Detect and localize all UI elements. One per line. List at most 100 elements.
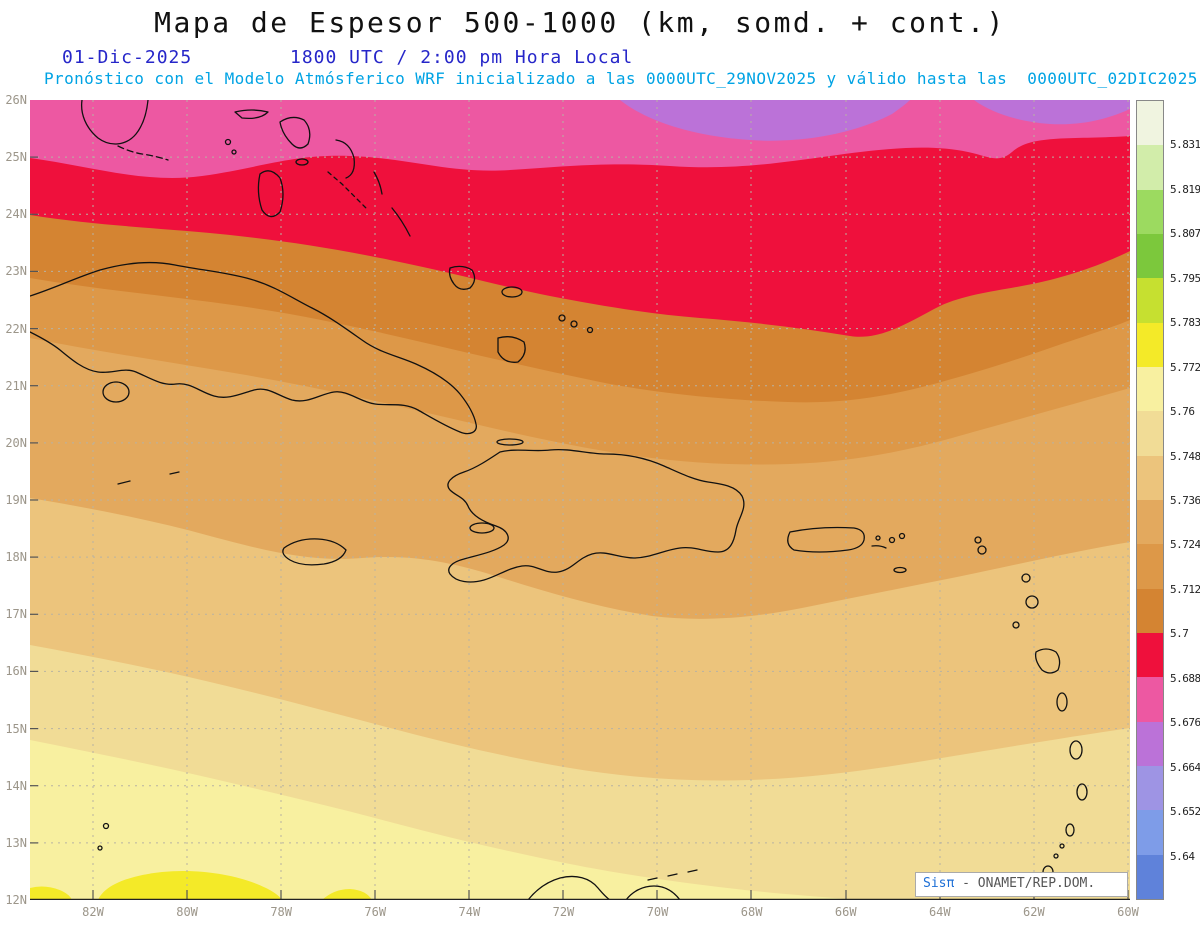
aruba-coastline xyxy=(647,877,658,881)
st-lucia-coastline xyxy=(1076,783,1088,801)
grand-cayman-coastline xyxy=(117,480,131,485)
lon-label: 64W xyxy=(928,905,951,919)
colorbar-segment xyxy=(1137,322,1163,367)
gonave-coastline xyxy=(469,522,495,534)
culebra-coastline xyxy=(875,535,881,541)
colorbar-segment xyxy=(1137,677,1163,722)
lat-label: 15N xyxy=(5,721,27,736)
colorbar-value: 5.819 xyxy=(1170,182,1200,196)
new-providence-coastline xyxy=(295,158,309,166)
attribution-brand: Sisπ xyxy=(923,876,955,891)
lon-label: 78W xyxy=(270,905,293,919)
tortuga-coastline xyxy=(496,438,524,446)
lat-label: 18N xyxy=(5,550,27,565)
colorbar-value: 5.7 xyxy=(1170,627,1189,641)
little-cayman-coastline xyxy=(169,471,180,475)
lat-label: 22N xyxy=(5,321,27,336)
graticule-grid xyxy=(30,100,1130,900)
colorbar-value: 5.724 xyxy=(1170,538,1200,552)
montserrat-coastline xyxy=(1012,621,1020,629)
curacao-coastline xyxy=(667,873,678,877)
band-5772 xyxy=(30,740,860,900)
st-thomas-coastline xyxy=(888,536,896,544)
colorbar-segment xyxy=(1137,765,1163,811)
san-andres-coastline xyxy=(97,845,103,851)
colorbar-segment xyxy=(1137,854,1163,899)
crooked-acklins-coastline xyxy=(448,265,476,290)
andros-coastline xyxy=(257,170,284,218)
lon-label: 68W xyxy=(740,905,763,919)
st-croix-coastline xyxy=(893,566,907,574)
lat-label: 17N xyxy=(5,607,27,622)
forecast-date: 01-Dic-2025 xyxy=(62,47,193,68)
bimini-coastline xyxy=(224,138,232,146)
eleuthera-coastline xyxy=(335,139,355,179)
colorbar-segment xyxy=(1137,278,1163,323)
lon-label: 60W xyxy=(1117,905,1139,919)
grand-bahama-coastline xyxy=(234,109,269,120)
attribution-text: - ONAMET/REP.DOM. xyxy=(954,876,1096,891)
grenadines-coastline-b xyxy=(1053,853,1059,859)
colorbar-value: 5.688 xyxy=(1170,671,1200,685)
colorbar-segment xyxy=(1137,810,1163,855)
lon-label: 80W xyxy=(176,905,198,919)
colorbar-value: 5.712 xyxy=(1170,582,1200,596)
lon-label: 82W xyxy=(82,905,104,919)
band-5676-violet xyxy=(620,100,910,141)
bonaire-coastline xyxy=(687,869,698,873)
lon-label: 74W xyxy=(458,905,481,919)
vieques-coastline xyxy=(871,545,887,549)
lat-label: 20N xyxy=(5,435,27,450)
antigua-coastline xyxy=(1025,595,1039,609)
hispaniola-coastline xyxy=(447,448,745,583)
lon-label: 66W xyxy=(834,905,857,919)
band-5783-yellow-c xyxy=(30,886,72,900)
colorbar-value: 5.664 xyxy=(1170,760,1200,774)
jamaica-coastline xyxy=(282,538,347,566)
colorbar-segment xyxy=(1137,455,1163,500)
colorbar-segment xyxy=(1137,145,1163,190)
st-martin-coastline xyxy=(977,545,987,555)
puerto-rico-coastline xyxy=(787,526,865,553)
lat-label: 23N xyxy=(5,264,27,279)
anguilla-coastline xyxy=(974,536,982,544)
great-inagua-coastline xyxy=(497,336,526,363)
colorbar-segment xyxy=(1137,366,1163,412)
lat-label: 25N xyxy=(5,150,27,165)
mayaguana-coastline xyxy=(501,286,523,298)
grenadines-coastline xyxy=(1059,843,1065,849)
band-5783-yellow xyxy=(98,870,282,900)
colorbar-segment xyxy=(1137,189,1163,234)
colorbar-value: 5.795 xyxy=(1170,271,1200,285)
colorbar-value: 5.652 xyxy=(1170,805,1200,819)
lat-label: 14N xyxy=(5,778,27,793)
colorbar-value: 5.807 xyxy=(1170,227,1200,241)
coastlines xyxy=(30,100,1088,900)
page-title: Mapa de Espesor 500-1000 (km, somd. + co… xyxy=(154,6,1006,39)
providencia-coastline xyxy=(102,822,110,830)
isla-juventud-coastline xyxy=(102,381,130,403)
cat-island-coastline xyxy=(373,171,383,195)
attribution: Sisπ - ONAMET/REP.DOM. xyxy=(915,872,1128,897)
lat-label: 16N xyxy=(5,664,27,679)
colorbar-segment xyxy=(1137,411,1163,456)
colorbar-segment xyxy=(1137,632,1163,678)
colorbar-value: 5.831 xyxy=(1170,138,1200,152)
lat-label: 19N xyxy=(5,493,27,507)
turks-caicos-coastline-c xyxy=(586,326,594,334)
cuba-coastline xyxy=(30,261,477,435)
turks-caicos-coastline xyxy=(558,314,566,322)
south-america-coastline xyxy=(527,875,611,900)
guadeloupe-coastline xyxy=(1034,648,1061,674)
colorbar-segment xyxy=(1137,721,1163,766)
lat-label: 21N xyxy=(5,378,27,393)
lon-label: 62W xyxy=(1023,905,1045,919)
lon-label: 72W xyxy=(552,905,575,919)
lon-label: 70W xyxy=(646,905,669,919)
abaco-coastline xyxy=(279,116,311,149)
colorbar-value: 5.676 xyxy=(1170,716,1200,730)
forecast-model-info: Pronóstico con el Modelo Atmósferico WRF… xyxy=(44,69,1198,88)
colorbar-segment xyxy=(1137,101,1163,146)
colorbar-segment xyxy=(1137,499,1163,545)
